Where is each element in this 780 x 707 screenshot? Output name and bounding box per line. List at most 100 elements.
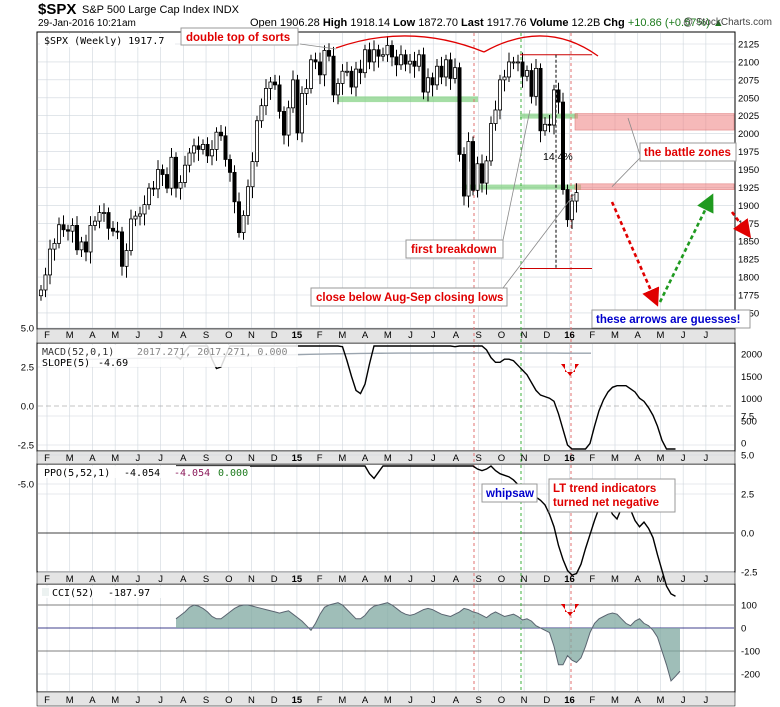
macd-legend-name: MACD(52,0,1): [42, 347, 114, 358]
month-tick-label: A: [180, 574, 187, 585]
double-top-arc-1: [335, 35, 485, 53]
candle-body: [394, 56, 399, 66]
candle-body: [403, 54, 408, 65]
price-y-tick: 1825: [738, 255, 759, 266]
chg-label: Chg: [603, 17, 625, 29]
month-tick-label: A: [635, 453, 642, 464]
candle-body: [97, 212, 102, 222]
macd-red-arrow-icon: [561, 364, 579, 376]
candle-body: [133, 215, 138, 220]
month-strip-4: [36, 691, 736, 707]
month-tick-label: M: [656, 330, 664, 341]
macd-y-tick: 2000: [741, 350, 762, 361]
slope-y-tick: -5.0: [18, 480, 34, 491]
month-tick-label: N: [521, 330, 528, 341]
battle-zone-pointer-2: [611, 157, 641, 187]
month-tick-label: N: [248, 574, 255, 585]
high-value: 1918.14: [350, 17, 391, 29]
candle-body: [137, 213, 142, 217]
candle-body: [461, 154, 466, 197]
month-tick-label: J: [158, 330, 163, 341]
month-tick-label: J: [681, 330, 686, 341]
macd-legend-values: 2017.271, 2017.271, 0.000: [137, 347, 288, 358]
candle-body: [111, 227, 116, 232]
last-value: 1917.76: [486, 17, 527, 29]
month-tick-label: D: [271, 695, 278, 706]
candle-body: [430, 77, 435, 86]
month-tick-label: S: [476, 453, 482, 464]
candle-body: [218, 131, 223, 137]
month-tick-label: J: [704, 330, 709, 341]
candle-body: [457, 67, 462, 155]
candle-body: [173, 156, 178, 189]
month-tick-label: J: [408, 453, 413, 464]
macd-y-tick: 0: [741, 439, 746, 450]
candle-body: [160, 169, 165, 175]
candle-body: [299, 93, 304, 134]
candle-body: [250, 161, 255, 188]
candle-body: [520, 61, 525, 77]
open-label: Open: [250, 17, 277, 29]
month-tick-label: 16: [564, 574, 575, 585]
month-tick-label: J: [136, 695, 141, 706]
month-tick-label: J: [704, 574, 709, 585]
month-tick-label: O: [498, 695, 505, 706]
candle-body: [290, 79, 295, 109]
security-name: S&P 500 Large Cap Index: [82, 4, 210, 16]
month-tick-label: J: [681, 453, 686, 464]
candle-body: [223, 135, 228, 160]
candle-body: [106, 212, 111, 229]
candle-body: [529, 70, 534, 97]
candle-body: [43, 274, 48, 291]
price-y-tick: 1900: [738, 201, 759, 212]
month-tick-label: M: [656, 453, 664, 464]
candle-body: [115, 230, 120, 233]
month-tick-label: A: [453, 330, 460, 341]
candle-body: [421, 54, 426, 93]
candle-body: [308, 59, 313, 89]
first-breakdown-pointer: [502, 109, 531, 241]
candle-body: [439, 65, 444, 78]
month-tick-label: S: [203, 574, 209, 585]
month-tick-label: F: [44, 574, 50, 585]
candle-body: [39, 289, 44, 297]
low-label: Low: [393, 17, 416, 29]
candle-body: [466, 141, 471, 197]
month-tick-label: A: [453, 453, 460, 464]
month-tick-label: J: [408, 574, 413, 585]
candle-body: [178, 182, 183, 189]
month-tick-label: J: [158, 453, 163, 464]
month-tick-label: J: [431, 574, 436, 585]
month-tick-label: D: [271, 330, 278, 341]
month-tick-label: 15: [292, 574, 303, 585]
candle-body: [484, 160, 489, 184]
candle-body: [52, 242, 57, 250]
candle-body: [169, 156, 174, 189]
month-tick-label: A: [362, 330, 369, 341]
month-tick-label: O: [498, 574, 505, 585]
support-band-3: [463, 184, 581, 190]
month-tick-label: S: [476, 330, 482, 341]
candle-body: [61, 224, 66, 231]
candle-body: [322, 50, 327, 76]
price-y-tick: 2025: [738, 111, 759, 122]
annotation-battle-zones: the battle zones: [639, 142, 737, 162]
slope-y-tick: 5.0: [21, 324, 34, 335]
candle-body: [488, 123, 493, 162]
candle-body: [88, 225, 93, 253]
candle-body: [259, 105, 264, 122]
guess-arrow-down-1: [610, 201, 660, 307]
price-legend: $SPX (Weekly) 1917.7: [40, 34, 175, 47]
month-tick-label: N: [521, 453, 528, 464]
slope-legend-name: SLOPE(5): [42, 358, 90, 369]
volume-label: Volume: [529, 17, 569, 29]
candle-body: [407, 60, 412, 65]
price-y-tick: 1950: [738, 165, 759, 176]
month-tick-label: M: [111, 453, 119, 464]
month-tick-label: 15: [292, 330, 303, 341]
ppo-y-tick: 2.5: [741, 490, 754, 501]
candle-body: [128, 218, 133, 251]
cci-area: [176, 602, 680, 681]
